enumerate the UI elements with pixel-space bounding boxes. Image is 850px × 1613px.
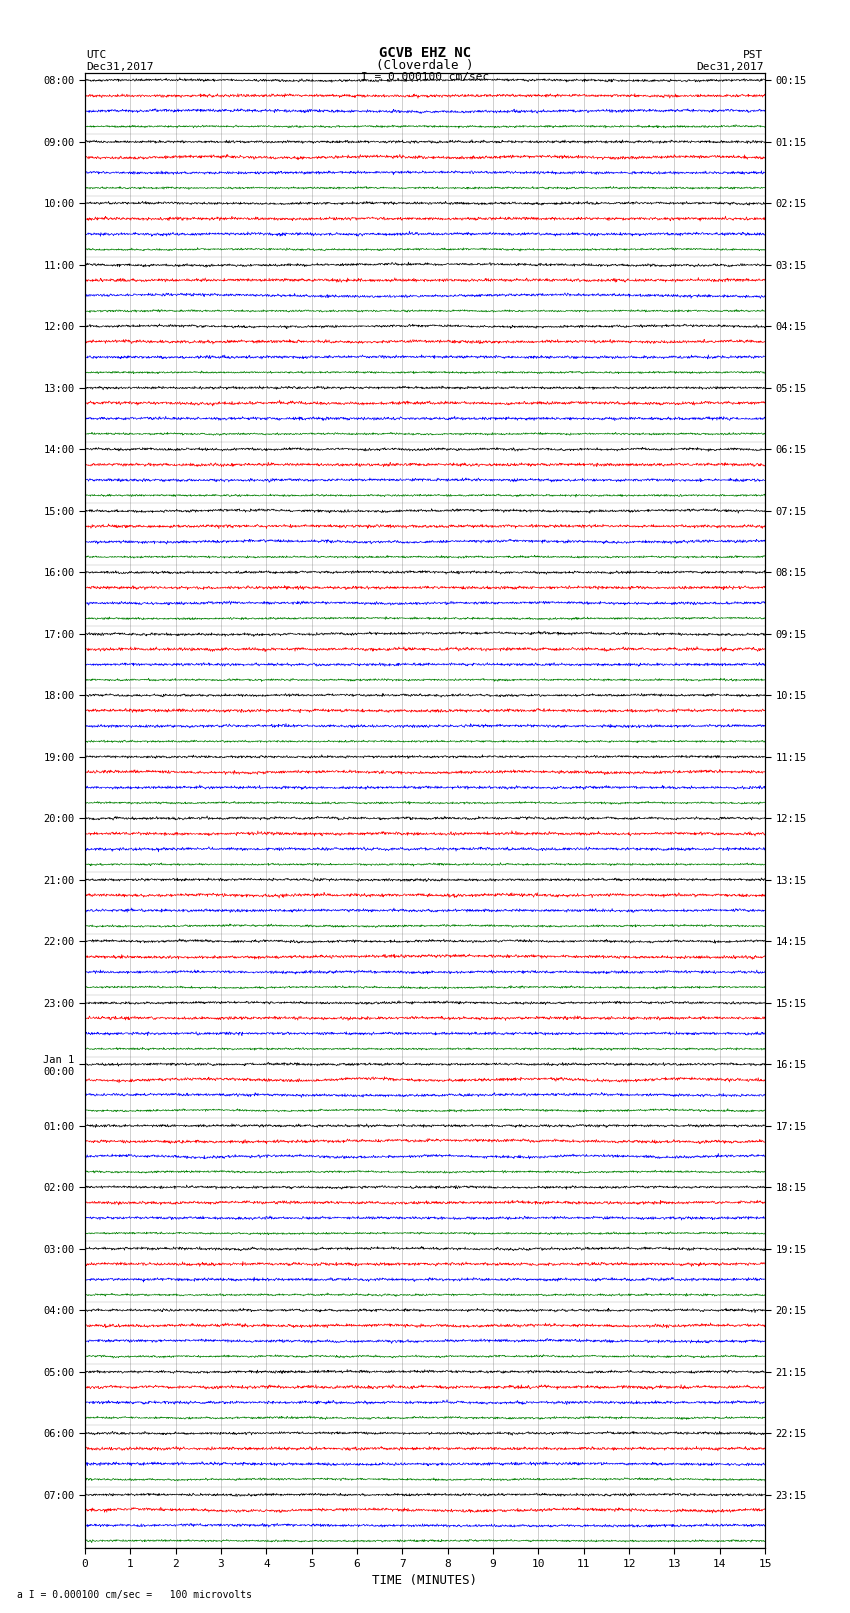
Text: UTC: UTC	[87, 50, 107, 60]
Text: a I = 0.000100 cm/sec =   100 microvolts: a I = 0.000100 cm/sec = 100 microvolts	[17, 1590, 252, 1600]
Text: GCVB EHZ NC: GCVB EHZ NC	[379, 47, 471, 60]
Text: I = 0.000100 cm/sec: I = 0.000100 cm/sec	[361, 73, 489, 82]
Text: Dec31,2017: Dec31,2017	[696, 61, 763, 71]
Text: (Cloverdale ): (Cloverdale )	[377, 58, 473, 71]
Text: Dec31,2017: Dec31,2017	[87, 61, 154, 71]
X-axis label: TIME (MINUTES): TIME (MINUTES)	[372, 1574, 478, 1587]
Text: PST: PST	[743, 50, 763, 60]
